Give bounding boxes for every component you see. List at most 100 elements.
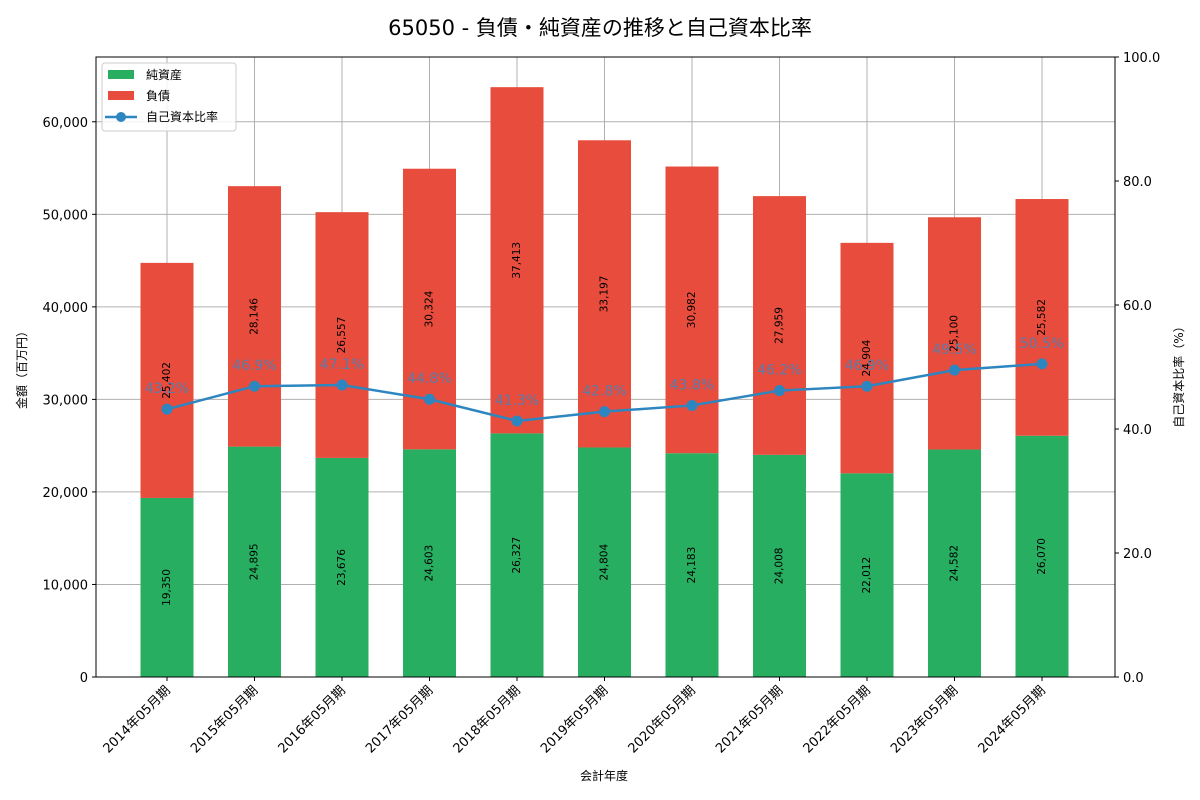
equity-ratio-point [861, 380, 873, 392]
right-axis-ticks: 0.0 20.0 40.0 60.0 80.0 100.0 [1115, 51, 1160, 686]
bar-liabilities [1015, 199, 1069, 436]
bar-stack [1015, 199, 1069, 677]
equity-ratio-point [249, 380, 260, 392]
bar-label-liabilities: 33,197 [599, 275, 611, 312]
right-axis-tick-label: 80.0 [1123, 175, 1152, 190]
legend-marker-icon [116, 112, 126, 122]
equity-ratio-label: 44.8% [407, 371, 451, 387]
bar-liabilities [928, 217, 981, 450]
x-axis-ticks: 2014年05月期 2015年05月期 2016年05月期 2017年05月期 2018… [101, 677, 1049, 757]
bar-label-net-assets: 26,327 [511, 537, 523, 574]
bar-net-assets [490, 433, 544, 677]
bar-liabilities [490, 87, 544, 434]
bar-net-assets [753, 454, 806, 677]
left-axis-tick-label: 0 [80, 671, 88, 686]
legend-label-liabilities: 負債 [146, 88, 170, 103]
bar-label-liabilities: 30,982 [686, 291, 698, 328]
bar-label-net-assets: 24,582 [949, 545, 961, 582]
equity-ratio-point [161, 403, 173, 415]
right-axis-tick-label: 0.0 [1123, 671, 1144, 686]
right-axis-label: 自己資本比率（%） [1171, 320, 1186, 427]
x-axis-tick-label: 2014年05月期 [101, 683, 174, 756]
left-axis-tick-label: 40,000 [43, 301, 89, 316]
bar-liabilities [578, 140, 631, 448]
bar-net-assets [578, 447, 631, 677]
x-axis-tick-label: 2016年05月期 [276, 683, 349, 756]
bar-net-assets [403, 449, 456, 677]
bar-label-liabilities: 24,904 [861, 339, 873, 376]
equity-ratio-label: 49.5% [932, 342, 976, 358]
right-axis-tick-label: 20.0 [1123, 547, 1152, 562]
bar-label-liabilities: 37,413 [511, 242, 523, 279]
bar-stack [840, 242, 894, 677]
bar-stack [928, 217, 981, 677]
equity-ratio-label: 43.8% [670, 377, 714, 393]
legend: 純資産 負債 自己資本比率 [101, 62, 237, 132]
x-axis-tick-label: 2022年05月期 [801, 683, 874, 756]
bar-label-liabilities: 28,146 [249, 298, 261, 335]
right-axis-tick-label: 100.0 [1123, 51, 1160, 66]
left-axis-ticks: 0 10,000 20,000 30,000 40,000 50,000 60,000 [43, 116, 96, 686]
equity-ratio-point [336, 379, 348, 391]
bar-liabilities [840, 242, 894, 474]
bar-label-net-assets: 24,603 [424, 545, 436, 582]
bar-label-liabilities: 25,100 [949, 315, 961, 352]
bar-net-assets [1015, 435, 1069, 677]
x-axis-tick-label: 2018年05月期 [451, 683, 524, 756]
equity-ratio-line: 43.2% 46.9% 47.1% 44.8% 41.3% 42.8% 43.8% 46.2%… [145, 336, 1064, 427]
legend-swatch-net-assets [108, 70, 134, 79]
bar-label-net-assets: 23,676 [336, 549, 348, 586]
bar-stack [753, 196, 806, 677]
equity-ratio-point [511, 415, 523, 427]
bar-stack [490, 87, 544, 677]
bar-stack [578, 140, 631, 677]
bar-label-liabilities: 30,324 [424, 290, 436, 327]
equity-ratio-point [424, 393, 435, 405]
bar-label-net-assets: 19,350 [161, 569, 173, 606]
left-axis-label: 金額（百万円） [14, 325, 29, 409]
bar-net-assets [315, 457, 369, 677]
x-axis-label: 会計年度 [580, 768, 628, 783]
x-axis-tick-label: 2020年05月期 [626, 683, 699, 756]
equity-ratio-label: 42.8% [582, 384, 626, 400]
x-axis-tick-label: 2015年05月期 [188, 683, 261, 756]
legend-label-net-assets: 純資産 [146, 67, 182, 82]
x-axis-tick-label: 2017年05月期 [363, 683, 436, 756]
bar-label-net-assets: 24,804 [599, 544, 611, 581]
equity-ratio-point [599, 406, 610, 418]
bar-net-assets [140, 497, 194, 677]
bar-stack [228, 186, 281, 677]
legend-label-equity-ratio: 自己資本比率 [146, 109, 218, 124]
bar-label-net-assets: 24,183 [686, 547, 698, 584]
equity-ratio-point [774, 385, 785, 397]
equity-ratio-label: 46.2% [757, 363, 801, 379]
bar-label-liabilities: 25,402 [161, 362, 173, 399]
chart-title: 65050 - 負債・純資産の推移と自己資本比率 [388, 16, 812, 40]
bar-label-liabilities: 25,582 [1036, 299, 1048, 336]
left-axis-tick-label: 10,000 [43, 578, 89, 593]
bar-series [140, 87, 1069, 677]
bar-liabilities [140, 262, 194, 498]
x-axis-tick-label: 2024年05月期 [976, 683, 1049, 756]
bar-stack [403, 168, 456, 677]
right-axis-tick-label: 60.0 [1123, 299, 1152, 314]
equity-ratio-label: 46.9% [845, 358, 889, 374]
equity-ratio-label: 43.2% [145, 381, 189, 397]
bar-label-net-assets: 26,070 [1036, 538, 1048, 575]
bar-stack [140, 262, 194, 677]
equity-ratio-label: 47.1% [320, 357, 364, 373]
bar-liabilities [753, 196, 806, 455]
bar-label-net-assets: 22,012 [861, 557, 873, 594]
equity-ratio-label: 46.9% [232, 358, 276, 374]
bar-liabilities [228, 186, 281, 447]
x-axis-tick-label: 2023年05月期 [888, 683, 961, 756]
bar-value-labels: 19,350 25,402 24,895 28,146 23,676 26,557 24,6… [161, 242, 1048, 606]
legend-swatch-liabilities [108, 91, 134, 100]
equity-ratio-label: 50.5% [1020, 336, 1064, 352]
equity-ratio-point [1036, 358, 1048, 370]
equity-ratio-point [686, 399, 698, 411]
bar-label-net-assets: 24,895 [249, 543, 261, 580]
left-axis-tick-label: 30,000 [43, 393, 89, 408]
bar-label-net-assets: 24,008 [774, 548, 786, 585]
